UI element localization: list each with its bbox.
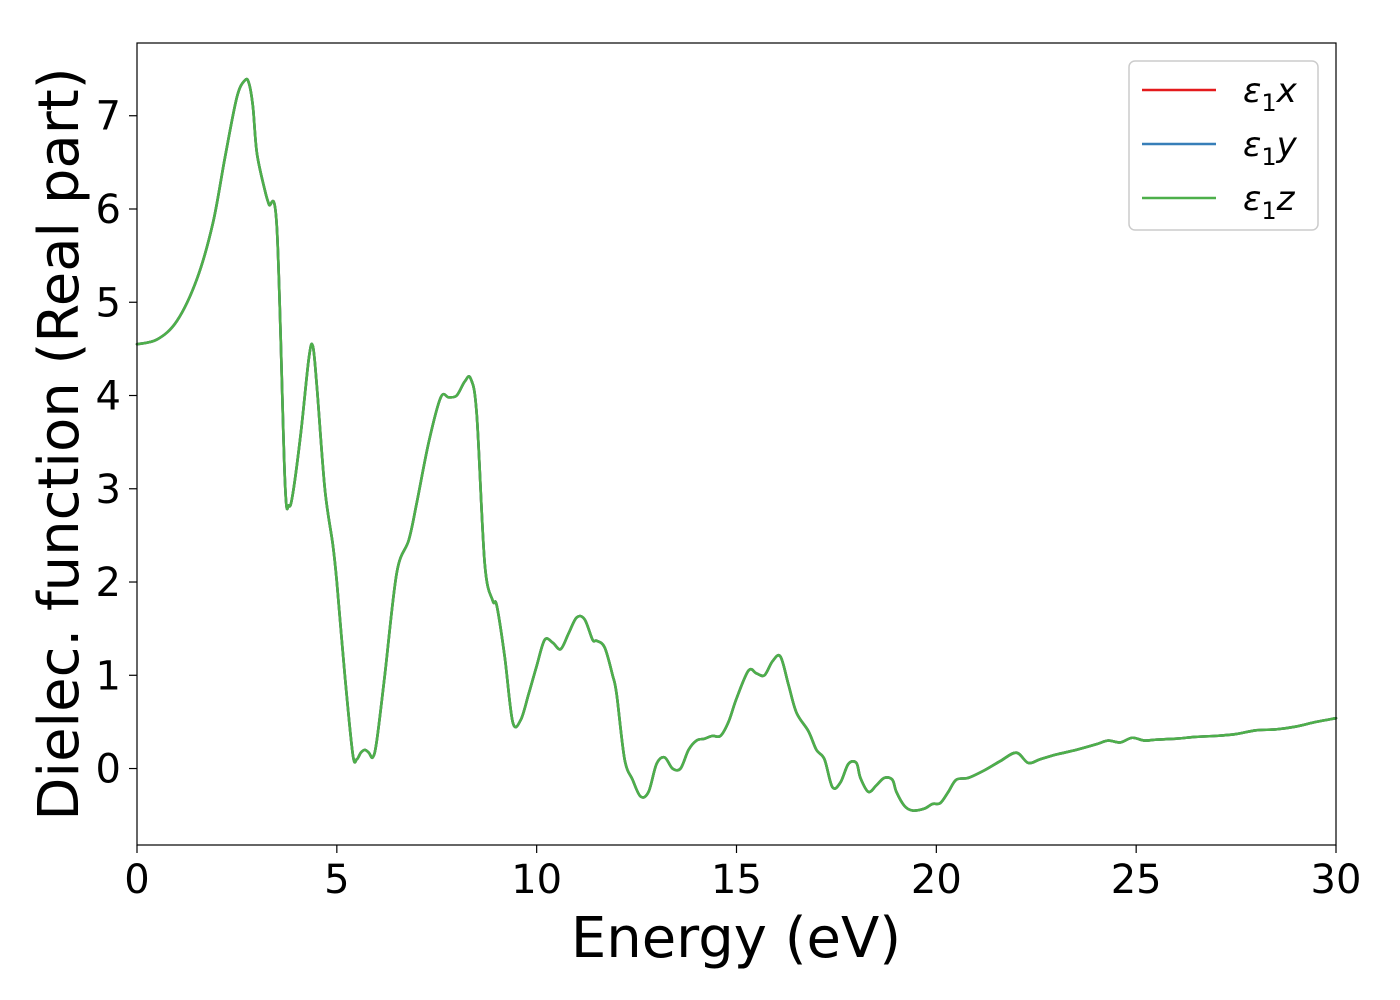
y-tick-label: 0 (96, 747, 121, 793)
y-axis-title: Dielec. function (Real part) (27, 67, 92, 820)
x-tick-label: 30 (1311, 857, 1362, 903)
x-tick-label: 15 (711, 857, 762, 903)
series-line-z (135, 77, 1338, 812)
x-tick-label: 10 (511, 857, 562, 903)
x-tick-label: 0 (124, 857, 149, 903)
legend-box (1128, 60, 1319, 231)
x-tick-label: 5 (324, 857, 349, 903)
legend-label-z: ε1z (1243, 179, 1296, 225)
legend-label-axis: y (1276, 125, 1298, 165)
legend-label-axis: z (1276, 179, 1296, 219)
legend-label-subscript: 1 (1261, 143, 1276, 171)
series-layer (135, 77, 1338, 812)
y-axis: 0 1 2 3 4 5 6 7 (96, 94, 137, 793)
y-tick-label: 4 (96, 374, 121, 420)
y-tick-label: 1 (96, 653, 121, 699)
x-tick-label: 25 (1111, 857, 1162, 903)
y-tick-label: 6 (96, 187, 121, 233)
x-axis: 0 5 10 15 20 25 30 (124, 845, 1361, 903)
legend-label-axis: x (1276, 71, 1298, 111)
legend-label-x: ε1x (1243, 71, 1298, 117)
y-tick-label: 3 (96, 467, 121, 513)
legend-label-base: ε (1243, 179, 1261, 219)
x-tick-label: 20 (911, 857, 962, 903)
y-tick-label: 7 (96, 94, 121, 140)
legend-label-base: ε (1243, 71, 1261, 111)
legend-label-subscript: 1 (1261, 89, 1276, 117)
legend-label-subscript: 1 (1261, 197, 1276, 225)
legend-label-y: ε1y (1243, 125, 1298, 171)
legend-label-base: ε (1243, 125, 1261, 165)
y-tick-label: 2 (96, 560, 121, 606)
x-axis-title: Energy (eV) (571, 906, 901, 971)
y-tick-label: 5 (96, 280, 121, 326)
